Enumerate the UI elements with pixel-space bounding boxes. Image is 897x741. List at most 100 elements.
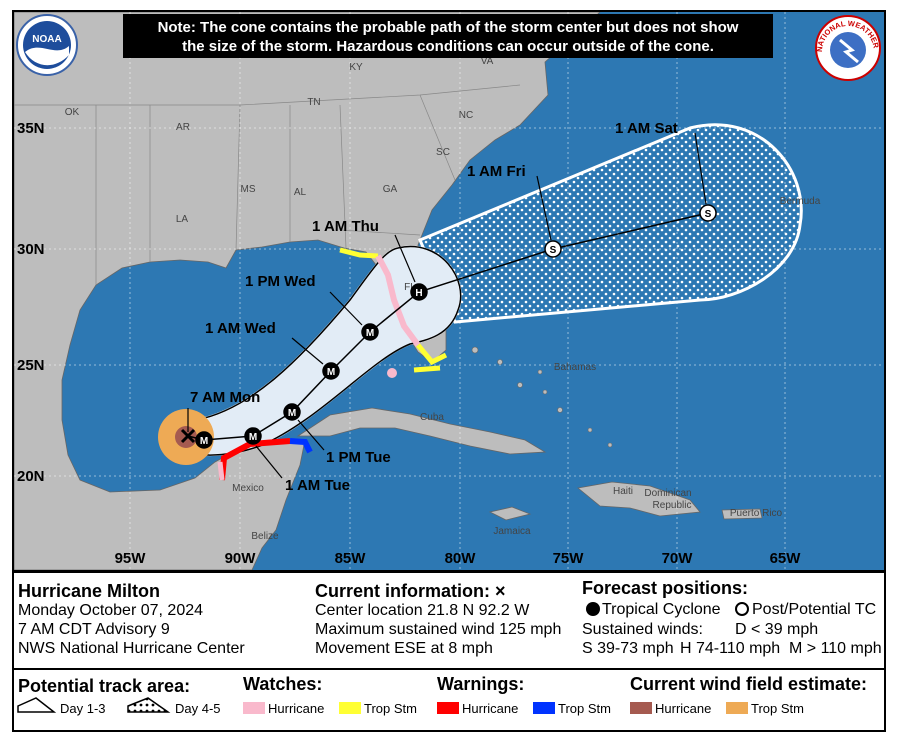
trop-stm-warning: [289, 438, 313, 454]
disturbance: [387, 368, 397, 378]
point-symbol: [283, 403, 301, 421]
key-filled: [586, 602, 600, 616]
point-symbol: [195, 431, 213, 449]
note-line: Note: The cone contains the probable pat…: [158, 19, 739, 36]
trop-stm-watch-keys-2: [413, 365, 441, 373]
point-letter: M: [200, 436, 208, 447]
place-label: NC: [459, 110, 473, 121]
point-symbol: [410, 283, 428, 301]
note-line: the size of the storm. Hazardous conditi…: [182, 38, 714, 55]
place-label: KY: [349, 62, 363, 73]
point-letter: M: [366, 328, 374, 339]
place-label: Mexico: [232, 483, 264, 494]
place-label: TN: [307, 97, 320, 108]
key-text: Post/Potential TC: [752, 601, 876, 618]
place-label: Jamaica: [493, 526, 531, 537]
key-text: H 74-110 mph: [680, 640, 780, 657]
legend-group-title: Warnings:: [437, 674, 524, 694]
legend-text: Hurricane: [655, 701, 711, 716]
place-label: Cuba: [420, 412, 444, 423]
land-jamaica: [488, 506, 532, 521]
land-hispaniola: [577, 481, 701, 517]
point-letter: H: [415, 288, 422, 299]
hurricane-watch-mexico: [217, 461, 225, 481]
place-label: MS: [241, 184, 256, 195]
legend-text: Trop Stm: [751, 701, 804, 716]
note-box: [123, 14, 773, 58]
point-time: 1 AM Fri: [467, 163, 526, 180]
current-line: Movement ESE at 8 mph: [315, 640, 493, 657]
current-line: Center location 21.8 N 92.2 W: [315, 602, 530, 619]
point-symbol: [699, 204, 717, 222]
leader-line: [297, 419, 325, 451]
day45-icon: [127, 697, 171, 713]
hurricane-watch-florida: [375, 254, 421, 347]
point-letter: M: [288, 408, 296, 419]
point-letter: M: [249, 432, 257, 443]
storm-line: 7 AM CDT Advisory 9: [18, 621, 170, 638]
place-label: Bahamas: [554, 362, 596, 373]
cone-day-4-5: [418, 123, 803, 324]
point-time: 1 AM Thu: [312, 218, 379, 235]
lon-label: 95W: [115, 550, 147, 567]
storm-line: Monday October 07, 2024: [18, 602, 203, 619]
leader-line: [329, 291, 363, 326]
lon-label: 65W: [770, 550, 802, 567]
noaa-text: NOAA: [32, 34, 61, 45]
place-label: FL: [404, 282, 416, 293]
noaa-logo: NOAA: [16, 14, 78, 76]
place-label: OK: [65, 107, 80, 118]
place-label: SC: [436, 147, 450, 158]
storm-line: NWS National Hurricane Center: [18, 640, 245, 657]
point-time: 1 AM Tue: [285, 477, 350, 494]
lon-label: 90W: [225, 550, 257, 567]
leader-line: [694, 132, 707, 205]
point-letter: S: [705, 209, 712, 220]
place-label: LA: [176, 214, 189, 225]
lon-label: 85W: [335, 550, 367, 567]
place-label: Haiti: [613, 486, 633, 497]
key-text: Tropical Cyclone: [602, 601, 721, 618]
place-label: Dominican: [644, 488, 691, 499]
point-symbol: [322, 362, 340, 380]
legend-text: Day 1-3: [60, 701, 106, 716]
legend-swatch: [630, 702, 652, 714]
place-label: GA: [383, 184, 398, 195]
point-symbol: [244, 427, 262, 445]
bahamas: [471, 346, 613, 448]
lon-label: 80W: [445, 550, 477, 567]
legend-swatch: [726, 702, 748, 714]
day13-icon: [17, 697, 57, 713]
map: 35N 30N 25N 20N 95W 90W 85W 80W 75W 70W 65W KY VA TN N…: [14, 12, 884, 570]
leader-line: [394, 234, 416, 283]
lat-label: 30N: [17, 241, 45, 258]
key-hollow: [735, 602, 749, 616]
place-labels: 35N 30N 25N 20N 95W 90W 85W 80W 75W 70W 65W KY VA TN N…: [17, 56, 821, 567]
lat-label: 35N: [17, 120, 45, 137]
current-title: Current information: ×: [315, 581, 506, 601]
legend-swatch: [243, 702, 265, 714]
point-time: 1 AM Wed: [205, 320, 276, 337]
leader-line: [291, 337, 324, 365]
forecast-title: Forecast positions:: [582, 578, 748, 598]
forecast-points: 7 AM Mon M 1 AM Tue M 1 PM Tue M 1 AM Wed M 1 PM…: [187, 120, 717, 494]
state-borders: [14, 84, 521, 285]
lat-label: 25N: [17, 357, 45, 374]
legend-text: Trop Stm: [558, 701, 611, 716]
place-label: AL: [294, 187, 307, 198]
key-text: D < 39 mph: [735, 621, 818, 638]
point-time: 7 AM Mon: [190, 389, 260, 406]
point-symbol: [544, 240, 562, 258]
storm-title: Hurricane Milton: [18, 581, 160, 601]
lon-label: 75W: [553, 550, 585, 567]
trop-stm-watch-panhandle: [339, 247, 379, 259]
cone-outline: [195, 245, 462, 456]
legend-group-title: Watches:: [243, 674, 322, 694]
legend-swatch: [533, 702, 555, 714]
lat-label: 20N: [17, 468, 45, 485]
point-time: 1 PM Tue: [326, 449, 391, 466]
point-letter: S: [550, 245, 557, 256]
legend-text: Hurricane: [268, 701, 324, 716]
